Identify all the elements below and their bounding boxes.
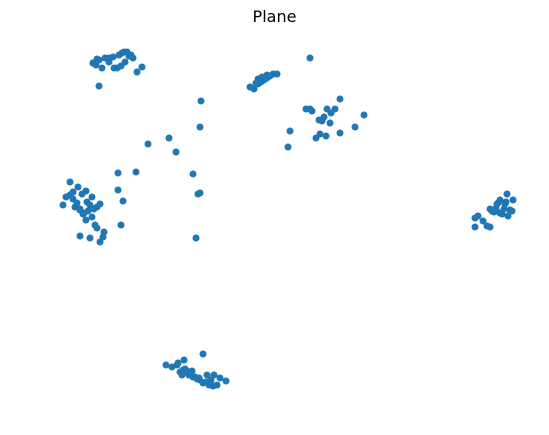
scatter-point (178, 371, 186, 379)
scatter-point (501, 200, 509, 208)
scatter-point (73, 199, 81, 207)
scatter-point (306, 105, 314, 113)
scatter-point (192, 234, 200, 242)
scatter-point (133, 68, 141, 76)
scatter-point (120, 48, 128, 56)
scatter-point (199, 350, 207, 358)
scatter-point (252, 79, 260, 87)
scatter-point (322, 132, 330, 140)
scatter-point (336, 129, 344, 137)
scatter-point (88, 193, 96, 201)
scatter-point (326, 119, 334, 127)
scatter-point (503, 190, 511, 198)
scatter-point (119, 197, 127, 205)
scatter-point (189, 170, 197, 178)
scatter-point (114, 186, 122, 194)
scatter-point (203, 371, 211, 379)
scatter-point (96, 200, 104, 208)
scatter-point (197, 97, 205, 105)
scatter-point (327, 109, 335, 117)
scatter-point (316, 130, 324, 138)
scatter-point (222, 377, 230, 385)
scatter-point (471, 223, 479, 231)
scatter-point (95, 82, 103, 90)
scatter-point (66, 178, 74, 186)
scatter-point (165, 134, 173, 142)
scatter-point (360, 111, 368, 119)
scatter-point (144, 140, 152, 148)
scatter-point (117, 221, 125, 229)
scatter-point (180, 356, 188, 364)
scatter-point (188, 367, 196, 375)
scatter-point (250, 85, 258, 93)
scatter-point (69, 188, 77, 196)
scatter-point (86, 234, 94, 242)
scatter-point (351, 123, 359, 131)
scatter-point (273, 70, 281, 78)
scatter-point (306, 54, 314, 62)
scatter-point (93, 55, 101, 63)
chart-title: Plane (252, 7, 297, 26)
scatter-point (315, 116, 323, 124)
scatter-point (479, 217, 487, 225)
scatter-point (263, 71, 271, 79)
scatter-point (196, 189, 204, 197)
scatter-point (82, 216, 90, 224)
scatter-point (509, 196, 517, 204)
scatter-point (210, 371, 218, 379)
scatter-point (504, 212, 512, 220)
scatter-point (172, 148, 180, 156)
scatter-point (114, 169, 122, 177)
scatter-point (284, 143, 292, 151)
scatter-point (74, 183, 82, 191)
scatter-point (196, 123, 204, 131)
scatter-point (76, 206, 84, 214)
scatter-point (191, 373, 199, 381)
scatter-point (88, 213, 96, 221)
scatter-point (174, 359, 182, 367)
scatter-point (336, 95, 344, 103)
scatter-point (82, 187, 90, 195)
scatter-point (132, 168, 140, 176)
scatter-point (486, 223, 494, 231)
scatter-point (471, 214, 479, 222)
scatter-point (98, 64, 106, 72)
scatter-point (493, 200, 501, 208)
scatter-point (162, 361, 170, 369)
scatter-point (59, 201, 67, 209)
scatter-point (181, 365, 189, 373)
scatter-point (105, 54, 113, 62)
scatter-point (508, 207, 516, 215)
scatter-point (213, 381, 221, 389)
scatter-point (110, 64, 118, 72)
scatter-point (216, 374, 224, 382)
scatter-point (76, 232, 84, 240)
scatter-point (100, 228, 108, 236)
scatter-point (121, 58, 129, 66)
scatter-point (91, 221, 99, 229)
scatter-point (138, 63, 146, 71)
scatter-point (286, 127, 294, 135)
